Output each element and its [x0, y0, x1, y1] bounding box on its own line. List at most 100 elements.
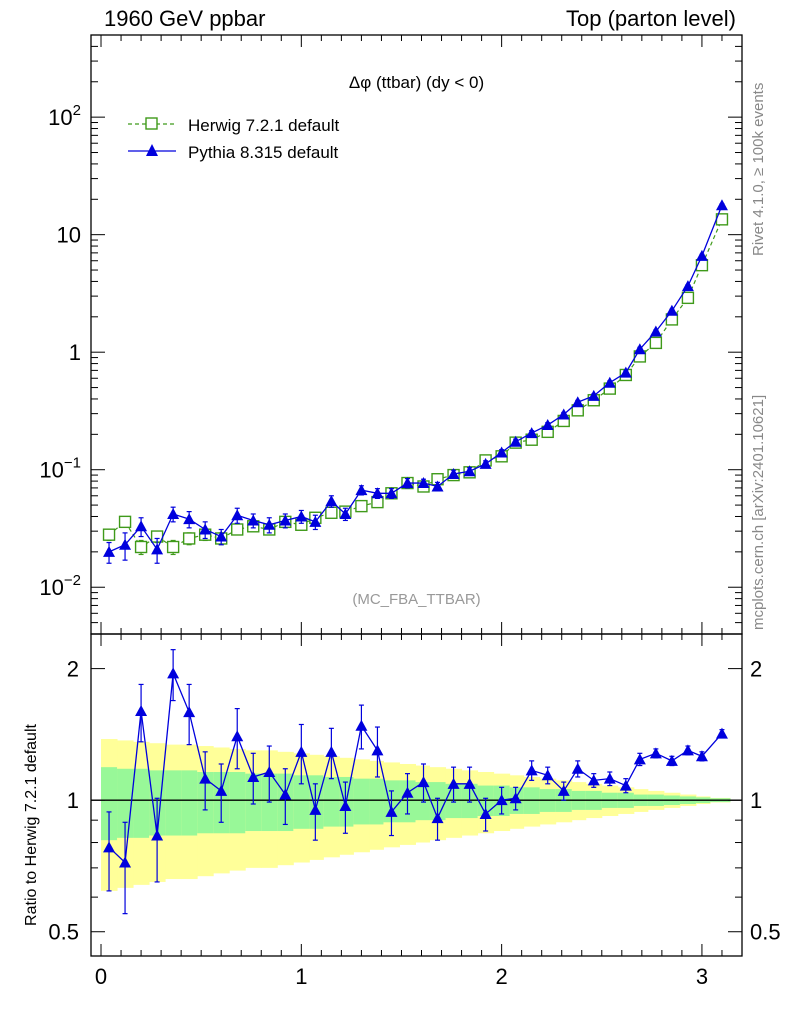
- ratio-pythia-point: [263, 765, 276, 777]
- x-ticks: [100, 35, 743, 956]
- pythia-point: [509, 435, 522, 447]
- pythia-point: [385, 487, 398, 499]
- pythia-point: [103, 545, 116, 557]
- ratio-pythia-point: [431, 812, 444, 824]
- herwig-point: [182, 532, 196, 545]
- pythia-point: [183, 513, 196, 525]
- x-tick-label: 1: [295, 964, 307, 989]
- x-tick-label: 2: [496, 964, 508, 989]
- x-tick-label: 3: [696, 964, 708, 989]
- ratio-pythia-point: [339, 799, 352, 811]
- ratio-pythia-point: [279, 788, 292, 800]
- pythia-line: [108, 204, 723, 553]
- ratio-pythia-point: [633, 753, 646, 765]
- band-inner-bin: [165, 770, 182, 836]
- pythia-point: [231, 509, 244, 521]
- pythia-point: [401, 477, 414, 489]
- pythia-point: [447, 467, 460, 479]
- ratio-pythia-point: [619, 779, 632, 791]
- ratio-pythia-point: [103, 841, 116, 853]
- pythia-point: [309, 515, 322, 527]
- pythia-point: [167, 507, 180, 519]
- herwig-point: [649, 336, 663, 350]
- pythia-point: [541, 419, 554, 431]
- main-y-ticks: [91, 34, 742, 635]
- ratio-ylabel: Ratio to Herwig 7.2.1 default: [23, 724, 40, 926]
- ratio-pythia-point: [649, 747, 662, 759]
- pythia-point: [619, 366, 632, 378]
- legend: Herwig 7.2.1 default Pythia 8.315 default: [128, 116, 339, 162]
- pythia-point: [371, 487, 384, 499]
- legend-pythia-label: Pythia 8.315 default: [188, 143, 339, 162]
- ratio-pythia-point: [183, 706, 196, 718]
- ratio-pythia-point: [401, 786, 414, 798]
- pythia-point: [665, 304, 678, 316]
- ratio-pythia-point: [371, 744, 384, 756]
- pythia-point: [633, 343, 646, 355]
- herwig-point: [355, 499, 368, 513]
- ratio-pythia-point: [541, 769, 554, 781]
- pythia-point: [119, 538, 132, 550]
- pythia-point: [681, 280, 694, 292]
- ratio-pythia-point: [385, 805, 398, 817]
- ratio-pythia-point: [119, 856, 132, 868]
- herwig-point: [102, 528, 116, 541]
- pythia-point: [463, 465, 476, 477]
- herwig-point: [231, 523, 244, 536]
- pythia-point: [417, 477, 430, 489]
- ratio-pythia-point: [509, 792, 522, 804]
- pythia-point: [355, 484, 368, 496]
- ratio-pythia-point: [587, 774, 600, 786]
- ratio-y-tick-label-right: 0.5: [750, 920, 781, 945]
- pythia-point: [557, 408, 570, 420]
- ratio-pythia-point: [495, 794, 508, 806]
- pythia-point: [339, 507, 352, 519]
- plot-title: Δφ (ttbar) (dy < 0): [349, 73, 484, 92]
- ratio-y-tick-label-right: 2: [750, 657, 762, 682]
- ratio-y-tick-label: 0.5: [48, 920, 79, 945]
- ratio-pythia-point: [525, 764, 538, 776]
- ratio-pythia-point: [463, 777, 476, 789]
- ratio-pythia-point: [199, 772, 212, 784]
- series-herwig: [102, 213, 729, 556]
- ratio-pythia-point: [231, 730, 244, 742]
- pythia-point: [695, 249, 708, 261]
- pythia-point: [479, 457, 492, 469]
- plot-header-left: 1960 GeV ppbar: [104, 6, 266, 31]
- band-inner-bin: [181, 770, 198, 836]
- ratio-pythia-point: [355, 719, 368, 731]
- band-inner-bin: [229, 771, 246, 834]
- ratio-pythia-point: [479, 807, 492, 819]
- legend-herwig-marker: [145, 117, 158, 130]
- pythia-point: [431, 480, 444, 492]
- series-ratio-pythia: [103, 649, 728, 915]
- ratio-pythia-error-bar: [122, 821, 128, 915]
- ratio-pythia-point: [715, 727, 728, 739]
- pythia-point: [495, 446, 508, 458]
- pythia-point: [247, 514, 260, 526]
- ratio-pythia-point: [571, 762, 584, 774]
- herwig-point: [325, 506, 338, 519]
- y-tick-label: 10: [57, 223, 81, 248]
- pythia-point: [587, 389, 600, 401]
- ratio-pythia-point: [295, 745, 308, 757]
- herwig-point: [166, 540, 180, 554]
- series-pythia: [103, 199, 728, 564]
- pythia-point: [649, 325, 662, 337]
- herwig-point: [134, 540, 148, 554]
- herwig-line: [108, 219, 723, 548]
- pythia-point: [325, 495, 338, 507]
- ratio-pythia-point: [135, 704, 148, 716]
- band-inner-bin: [369, 778, 384, 825]
- pythia-point: [199, 523, 212, 535]
- ratio-pythia-point: [665, 754, 678, 766]
- y-tick-label: 1: [69, 340, 81, 365]
- ratio-y-tick-label: 1: [67, 788, 79, 813]
- pythia-point: [279, 514, 292, 526]
- pythia-point: [571, 396, 584, 408]
- ratio-pythia-point: [325, 745, 338, 757]
- pythia-point: [263, 518, 276, 530]
- herwig-point: [681, 291, 695, 305]
- pythia-point: [603, 376, 616, 388]
